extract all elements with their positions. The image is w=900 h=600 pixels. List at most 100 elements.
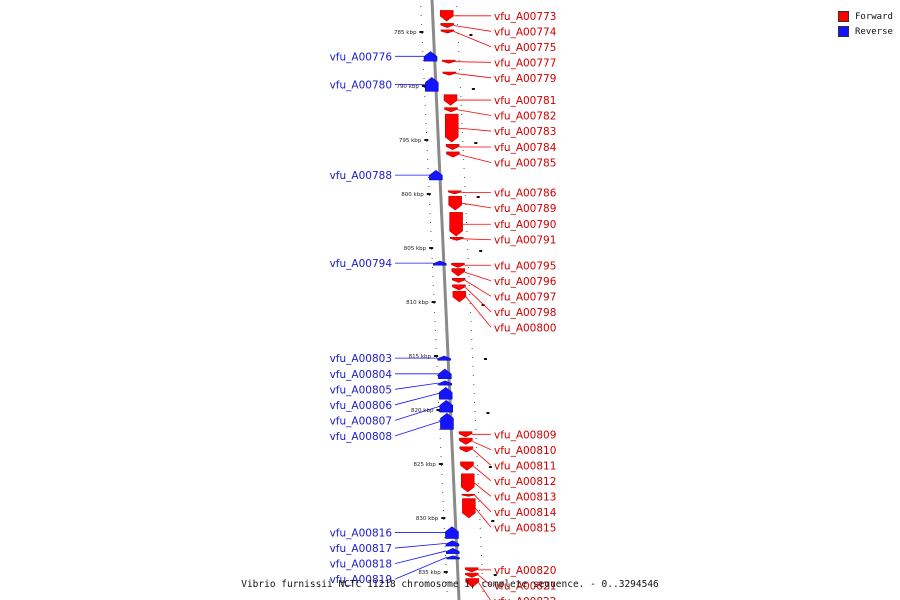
guide-dot-right	[482, 591, 484, 592]
leader-line	[473, 482, 492, 497]
guide-dot-left	[427, 177, 429, 178]
gene-vfu-a00822	[465, 578, 479, 588]
gene-label: vfu_A00774	[494, 26, 557, 38]
gene-label: vfu_A00820	[494, 565, 556, 577]
gene-label: vfu_A00796	[494, 276, 557, 288]
guide-dot-right	[464, 195, 466, 196]
guide-dot-left	[420, 6, 422, 7]
gene-vfu-a00773	[439, 10, 454, 22]
guide-dot-left	[428, 195, 430, 196]
guide-dot-right	[470, 312, 472, 313]
leader-line	[394, 550, 447, 564]
leader-line	[475, 508, 492, 528]
legend-forward: Forward	[838, 9, 893, 24]
scale-tick-right	[481, 304, 485, 306]
guide-dot-right	[479, 528, 481, 529]
guide-dot-right	[468, 285, 470, 286]
gene-vfu-a00820	[464, 567, 479, 573]
gene-label: vfu_A00813	[494, 491, 556, 503]
gene-label: vfu_A00789	[494, 203, 556, 215]
leader-line	[455, 73, 492, 79]
gene-label: vfu_A00779	[494, 73, 556, 85]
guide-dot-right	[462, 141, 464, 142]
gene-label: vfu_A00816	[330, 528, 393, 540]
guide-dot-right	[475, 429, 477, 430]
leader-line	[472, 440, 492, 451]
guide-dot-left	[446, 591, 448, 592]
gene-vfu-a00777	[442, 59, 456, 64]
gene-vfu-a00794	[433, 260, 447, 266]
guide-dot-right	[468, 267, 470, 268]
guide-dot-right	[466, 231, 468, 232]
guide-dot-left	[423, 78, 425, 79]
guide-dot-right	[472, 357, 474, 358]
gene-vfu-a00785	[446, 151, 460, 158]
guide-dot-right	[471, 348, 473, 349]
gene-label: vfu_A00786	[494, 187, 557, 199]
guide-dot-left	[432, 285, 434, 286]
scale-tick	[431, 301, 436, 303]
gene-label: vfu_A00776	[330, 51, 393, 63]
guide-dot-right	[468, 276, 470, 277]
gene-vfu-a00781	[443, 94, 458, 106]
gene-vfu-a00776	[423, 51, 438, 62]
guide-dot-right	[481, 573, 483, 574]
scale-label: 825 kbp	[413, 462, 436, 468]
gene-label: vfu_A00782	[494, 111, 556, 123]
gene-vfu-a00795	[451, 262, 465, 268]
guide-dot-left	[445, 573, 447, 574]
guide-dot-right	[463, 168, 465, 169]
gene-label: vfu_A00819	[330, 574, 392, 586]
guide-dot-left	[425, 114, 427, 115]
gene-vfu-a00812	[460, 461, 474, 471]
forward-swatch	[838, 11, 849, 22]
sequence-caption: Vibrio furnissii NCTC 11218 chromosome 1…	[241, 579, 659, 590]
scale-tick-right	[479, 250, 483, 252]
scale-label: 795 kbp	[399, 138, 422, 144]
guide-dot-left	[434, 330, 436, 331]
guide-dot-left	[444, 555, 446, 556]
gene-vfu-a00775	[440, 29, 455, 34]
guide-dot-right	[459, 87, 461, 88]
guide-dot-right	[474, 420, 476, 421]
guide-dot-left	[439, 438, 441, 439]
scale-label: 790 kbp	[396, 84, 419, 90]
leader-line	[394, 420, 441, 437]
guide-dot-left	[432, 267, 434, 268]
guide-dot-right	[474, 402, 476, 403]
gene-label: vfu_A00817	[330, 543, 392, 555]
legend-forward-label: Forward	[855, 11, 893, 22]
guide-dot-left	[440, 447, 442, 448]
scale-tick	[419, 31, 424, 33]
guide-dot-right	[459, 78, 461, 79]
leader-line	[464, 271, 492, 282]
scale-tick-right	[493, 574, 497, 576]
legend-reverse-label: Reverse	[855, 26, 893, 37]
scale-tick	[434, 355, 439, 357]
guide-dot-right	[461, 132, 463, 133]
leader-line	[394, 405, 440, 421]
guide-dot-right	[458, 51, 460, 52]
guide-dot-right	[472, 366, 474, 367]
gene-label: vfu_A00800	[494, 322, 556, 334]
guide-dot-right	[476, 447, 478, 448]
guide-dot-right	[460, 96, 462, 97]
guide-dot-left	[427, 168, 429, 169]
leader-line	[464, 280, 492, 297]
scale-tick-right	[486, 412, 490, 414]
gene-vfu-a00817	[445, 540, 460, 547]
gene-label: vfu_A00775	[494, 42, 556, 54]
gene-label: vfu_A00807	[330, 415, 392, 427]
guide-dot-left	[431, 258, 433, 259]
leader-line	[463, 238, 492, 241]
guide-dot-left	[436, 357, 438, 358]
gene-vfu-a00796	[451, 268, 466, 277]
guide-dot-right	[478, 501, 480, 502]
guide-dot-left	[421, 33, 423, 34]
guide-dot-left	[443, 519, 445, 520]
scale-tick	[429, 247, 434, 249]
scale-tick	[426, 193, 431, 195]
guide-dot-right	[464, 186, 466, 187]
scale-label: 830 kbp	[416, 516, 439, 522]
